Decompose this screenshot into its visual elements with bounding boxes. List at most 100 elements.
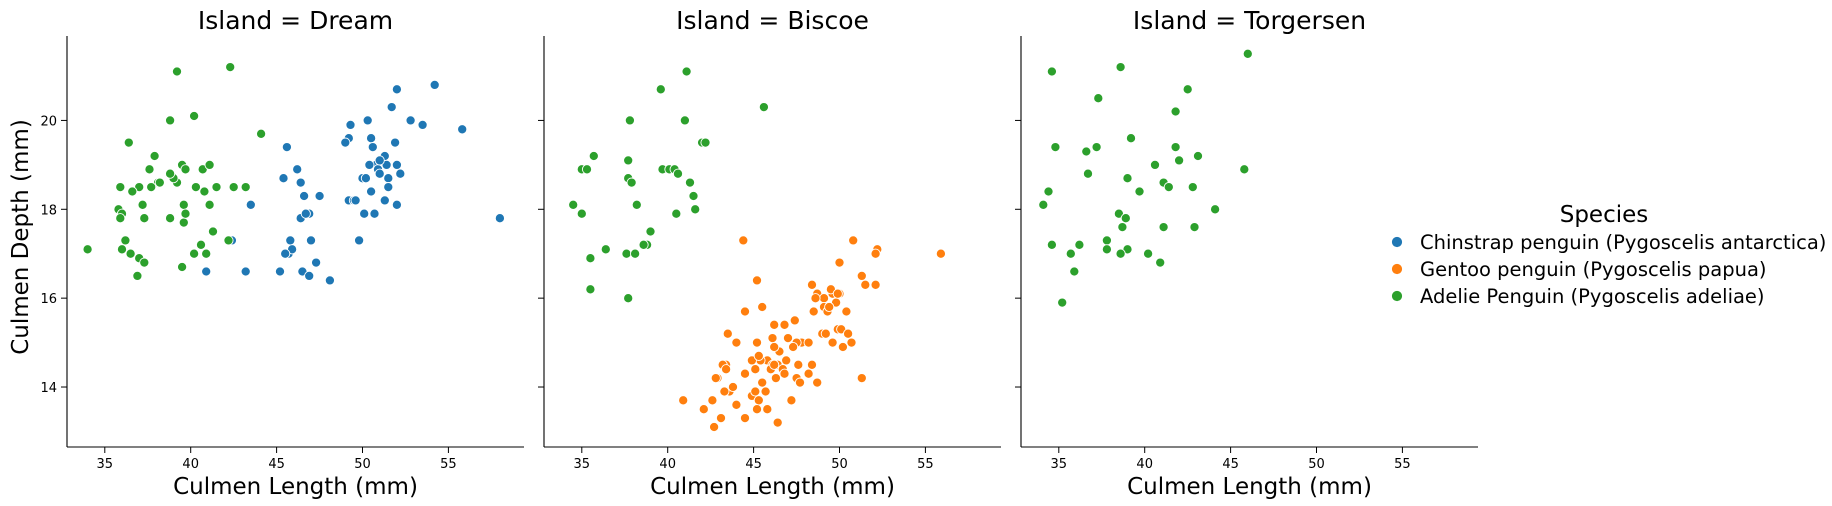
data-point	[391, 84, 402, 95]
data-point	[360, 173, 371, 184]
x-tick-label: 35	[1051, 457, 1068, 472]
legend-entries: Chinstrap penguin (Pygoscelis antarctica…	[1391, 231, 1826, 308]
data-point	[824, 301, 835, 313]
facet-title: Island = Torgersen	[1133, 6, 1366, 35]
data-point	[1170, 142, 1181, 153]
data-point	[812, 377, 823, 388]
data-point	[116, 244, 128, 255]
data-point	[727, 381, 739, 393]
data-point	[299, 190, 310, 202]
data-point	[115, 213, 126, 224]
data-point	[645, 226, 656, 237]
data-point	[1187, 182, 1198, 193]
data-point	[314, 190, 325, 202]
y-tick-label: 20	[40, 114, 57, 129]
x-tick-label: 55	[917, 457, 934, 472]
data-point	[588, 150, 599, 162]
data-point	[758, 102, 769, 113]
data-point	[278, 173, 289, 184]
data-point	[834, 257, 845, 268]
data-point	[1093, 93, 1104, 104]
data-point	[690, 204, 701, 215]
data-point	[803, 337, 814, 348]
data-point	[719, 386, 730, 397]
series-points	[201, 79, 505, 286]
data-point	[806, 359, 818, 370]
data-point	[324, 275, 335, 286]
data-point	[201, 248, 212, 259]
data-point	[386, 102, 397, 113]
data-point	[1065, 248, 1076, 259]
data-point	[1117, 222, 1128, 233]
data-point	[707, 395, 718, 406]
data-point	[762, 404, 773, 415]
data-point	[1134, 186, 1145, 197]
data-point	[225, 62, 236, 73]
series-points	[568, 66, 769, 304]
data-point	[1192, 150, 1204, 162]
data-point	[841, 306, 852, 317]
series-points	[82, 62, 267, 281]
data-point	[178, 217, 189, 228]
data-point	[1043, 186, 1054, 197]
data-point	[935, 248, 946, 259]
data-point	[417, 119, 428, 130]
data-point	[621, 248, 632, 259]
data-point	[769, 341, 780, 353]
data-point	[731, 337, 742, 348]
data-point	[769, 319, 780, 330]
data-point	[856, 373, 867, 384]
data-point	[788, 341, 799, 353]
data-point	[731, 399, 742, 410]
data-point	[1120, 213, 1131, 224]
data-point	[738, 235, 749, 246]
x-tick-label: 35	[574, 457, 591, 472]
data-point	[1163, 182, 1174, 193]
data-point	[684, 177, 696, 188]
data-point	[794, 377, 806, 388]
data-point	[753, 350, 764, 361]
data-point	[750, 364, 761, 375]
data-point	[782, 333, 794, 344]
data-point	[678, 395, 689, 406]
data-point	[576, 208, 587, 219]
data-point	[757, 301, 768, 313]
data-point	[710, 373, 721, 384]
data-point	[139, 213, 150, 224]
x-tick-label: 50	[1308, 457, 1325, 472]
data-point	[789, 315, 800, 326]
data-point	[793, 359, 804, 370]
data-point	[1057, 297, 1068, 308]
x-tick-label: 45	[745, 457, 762, 472]
data-point	[300, 208, 311, 219]
data-point	[655, 84, 666, 95]
data-point	[429, 79, 440, 90]
data-point	[165, 213, 176, 224]
legend: Species Chinstrap penguin (Pygoscelis an…	[1391, 202, 1826, 308]
data-point	[1115, 248, 1126, 259]
legend-title: Species	[1560, 202, 1649, 228]
data-point	[354, 235, 365, 246]
data-point	[144, 164, 155, 175]
data-point	[846, 337, 857, 348]
data-point	[760, 386, 771, 397]
data-point	[1170, 106, 1181, 117]
data-point	[383, 182, 394, 193]
data-point	[245, 199, 256, 210]
data-point	[715, 413, 727, 424]
data-point	[305, 235, 317, 246]
series-points	[1038, 48, 1253, 308]
data-point	[600, 244, 611, 255]
data-point	[631, 199, 642, 210]
data-point	[806, 279, 818, 290]
data-point	[1081, 146, 1092, 157]
data-point	[285, 235, 296, 246]
legend-label: Adelie Penguin (Pygoscelis adeliae)	[1420, 285, 1765, 308]
data-point	[751, 337, 763, 348]
legend-marker	[1391, 290, 1403, 302]
data-point	[280, 248, 291, 259]
data-point	[1155, 257, 1166, 268]
x-tick-label: 35	[97, 457, 114, 472]
data-point	[1101, 244, 1112, 255]
data-point	[405, 115, 416, 126]
